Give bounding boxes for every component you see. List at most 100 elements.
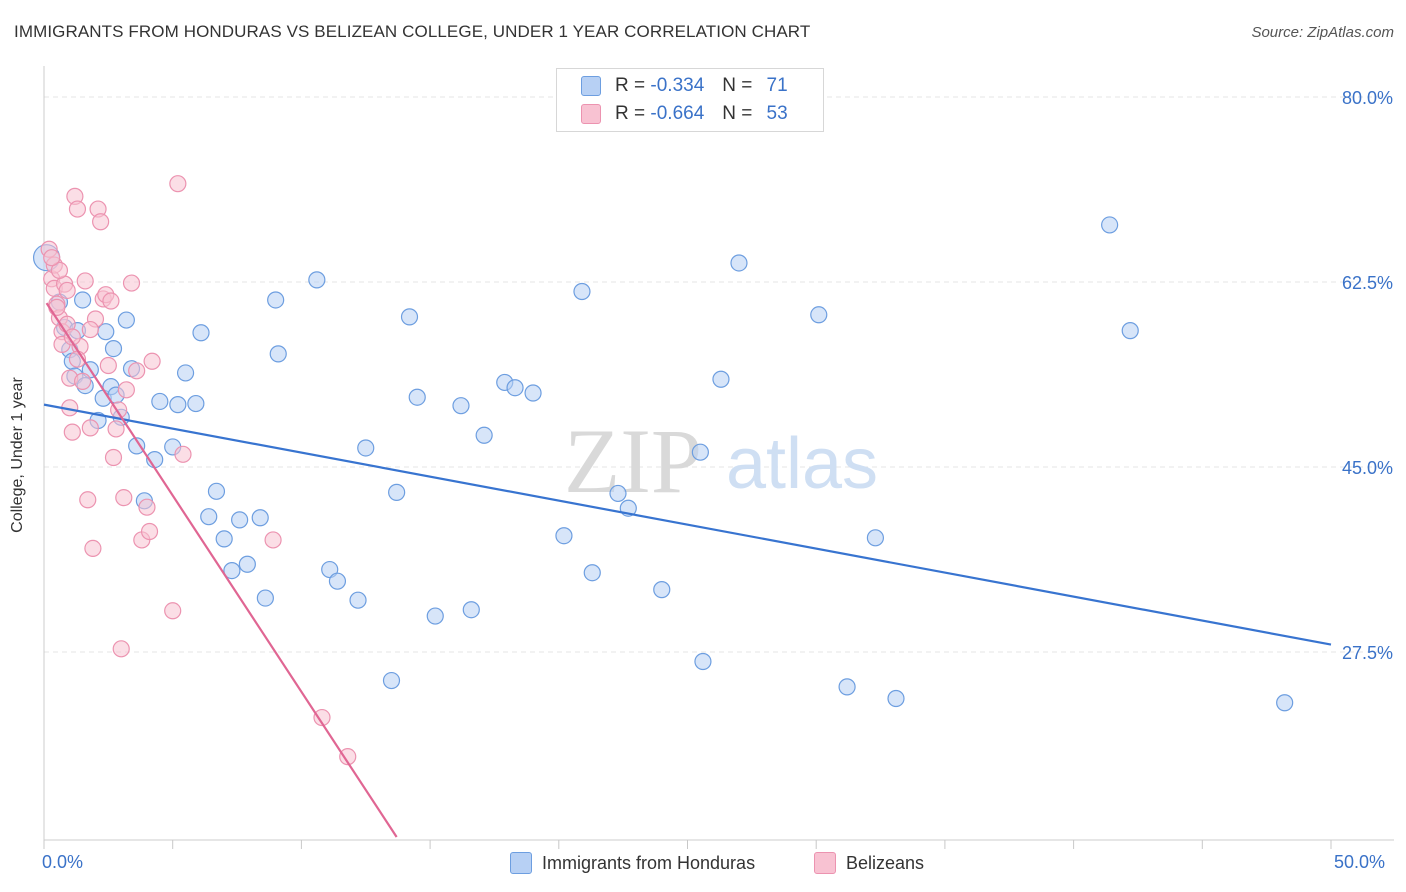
- honduras-point: [653, 581, 671, 599]
- belizean-point: [140, 522, 159, 541]
- honduras-point: [524, 384, 542, 402]
- honduras-point: [694, 652, 712, 671]
- belizean-point: [174, 445, 192, 463]
- source-label: Source: ZipAtlas.com: [1251, 24, 1394, 41]
- belizean-point: [58, 281, 76, 300]
- honduras-point: [810, 306, 828, 324]
- honduras-point: [349, 591, 367, 609]
- honduras-point: [887, 689, 905, 708]
- honduras-point: [74, 291, 92, 309]
- bottom-legend-label: Belizeans: [846, 852, 925, 873]
- belizean-point: [102, 292, 120, 310]
- x-tick-label-max: 50.0%: [1334, 852, 1386, 872]
- watermark-atlas: atlas: [726, 424, 878, 504]
- honduras-point: [426, 607, 444, 625]
- belizean-point: [74, 372, 92, 390]
- honduras-point: [357, 439, 375, 457]
- honduras-point: [1101, 216, 1119, 234]
- belizean-point: [107, 420, 125, 438]
- honduras-point: [192, 324, 210, 342]
- honduras-point: [506, 379, 524, 397]
- belizean-point: [81, 320, 99, 339]
- honduras-point: [573, 282, 591, 301]
- belizean-point: [264, 531, 282, 549]
- honduras-point: [269, 345, 287, 363]
- legend-n-value: 53: [766, 103, 788, 124]
- belizean-point: [122, 274, 141, 292]
- belizean-point: [63, 328, 81, 346]
- honduras-point: [475, 426, 493, 444]
- chart-title: IMMIGRANTS FROM HONDURAS VS BELIZEAN COL…: [14, 22, 811, 41]
- honduras-point: [267, 291, 285, 309]
- honduras-point: [388, 483, 406, 501]
- honduras-point: [176, 364, 195, 382]
- belizean-point: [169, 175, 187, 193]
- watermark-zip: ZIP: [564, 410, 702, 512]
- x-tick-label-min: 0.0%: [42, 852, 84, 872]
- honduras-point: [555, 527, 573, 545]
- honduras-point: [462, 601, 480, 619]
- bottom-legend-swatch-blue: [510, 852, 532, 874]
- honduras-point: [838, 678, 856, 696]
- belizean-point: [339, 748, 357, 766]
- bottom-legend-swatch-pink: [814, 852, 836, 874]
- belizean-point: [138, 498, 156, 516]
- belizean-point: [63, 423, 81, 441]
- y-tick-label: 45.0%: [1342, 458, 1393, 478]
- belizean-point: [79, 491, 97, 509]
- honduras-point: [382, 671, 401, 690]
- trend-lines: [43, 302, 1332, 838]
- honduras-point: [583, 564, 601, 582]
- legend-n-label: N =: [722, 75, 753, 96]
- belizean-point: [143, 352, 161, 370]
- honduras-point: [169, 396, 187, 414]
- belizean-point: [50, 261, 69, 279]
- honduras-point: [328, 572, 347, 590]
- honduras-point: [117, 311, 135, 329]
- belizean-point: [128, 362, 146, 380]
- legend-r-label: R =: [615, 103, 646, 124]
- y-tick-label: 62.5%: [1342, 273, 1393, 293]
- honduras-point: [408, 388, 426, 406]
- belizean-point: [313, 708, 331, 727]
- legend-r-value: -0.334: [650, 75, 705, 96]
- honduras-point: [256, 589, 274, 607]
- honduras-point: [866, 529, 885, 547]
- legend-row-honduras: R = -0.334 N = 71: [581, 75, 788, 97]
- honduras-point: [1121, 322, 1139, 340]
- belizean-trend-line: [45, 302, 398, 838]
- bottom-legend: Immigrants from Honduras Belizeans: [0, 852, 1406, 878]
- honduras-point: [104, 340, 123, 358]
- belizean-point: [76, 272, 94, 290]
- honduras-point: [609, 484, 627, 503]
- honduras-point: [223, 561, 241, 580]
- axes: [43, 66, 1394, 849]
- honduras-point: [215, 530, 233, 548]
- honduras-point: [187, 394, 205, 413]
- honduras-point: [452, 397, 470, 415]
- belizean-point: [81, 419, 99, 437]
- watermark: ZIP atlas: [564, 410, 878, 512]
- belizean-point: [115, 489, 133, 507]
- honduras-point: [730, 254, 748, 272]
- legend: R = -0.334 N = 71 R = -0.664 N = 53: [556, 68, 824, 132]
- honduras-point: [691, 443, 709, 461]
- honduras-point: [712, 370, 730, 388]
- honduras-point: [207, 482, 226, 500]
- honduras-point: [151, 392, 169, 411]
- legend-r-value: -0.664: [650, 103, 705, 124]
- honduras-point: [128, 437, 146, 455]
- honduras-point: [400, 308, 419, 326]
- legend-swatch-pink: [581, 104, 601, 124]
- belizean-point: [104, 448, 123, 467]
- honduras-trend-line: [43, 403, 1332, 646]
- belizean-point: [117, 381, 135, 399]
- honduras-point: [200, 508, 218, 526]
- belizean-point: [112, 640, 130, 658]
- honduras-point: [238, 555, 256, 573]
- belizean-point: [92, 213, 110, 231]
- belizean-point: [84, 539, 102, 558]
- legend-row-belizeans: R = -0.664 N = 53: [581, 103, 788, 125]
- y-tick-label: 27.5%: [1342, 643, 1393, 663]
